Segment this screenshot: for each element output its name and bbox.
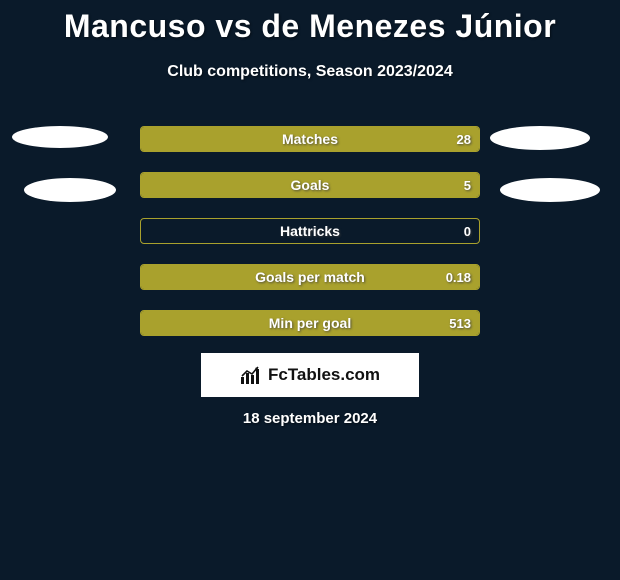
stats-chart: Matches28 Goals5 Hattricks0 Goals per match… xyxy=(140,126,480,356)
stat-value: 5 xyxy=(464,173,471,197)
brand-text: FcTables.com xyxy=(268,365,380,385)
stat-row: Goals per match0.18 xyxy=(140,264,480,290)
player-ellipse xyxy=(12,126,108,148)
stat-label: Goals xyxy=(141,173,479,197)
player-ellipse xyxy=(24,178,116,202)
chart-icon xyxy=(240,365,262,385)
stat-label: Hattricks xyxy=(141,219,479,243)
stat-label: Goals per match xyxy=(141,265,479,289)
stat-row: Min per goal513 xyxy=(140,310,480,336)
page-title: Mancuso vs de Menezes Júnior xyxy=(0,0,620,45)
date-text: 18 september 2024 xyxy=(0,410,620,427)
stat-row: Goals5 xyxy=(140,172,480,198)
player-ellipse xyxy=(500,178,600,202)
stat-row: Hattricks0 xyxy=(140,218,480,244)
stat-value: 513 xyxy=(449,311,471,335)
player-ellipse xyxy=(490,126,590,150)
stat-row: Matches28 xyxy=(140,126,480,152)
brand-box: FcTables.com xyxy=(201,353,419,397)
stat-value: 28 xyxy=(457,127,471,151)
stat-label: Min per goal xyxy=(141,311,479,335)
page-subtitle: Club competitions, Season 2023/2024 xyxy=(0,63,620,81)
stat-value: 0 xyxy=(464,219,471,243)
stat-label: Matches xyxy=(141,127,479,151)
stat-value: 0.18 xyxy=(446,265,471,289)
